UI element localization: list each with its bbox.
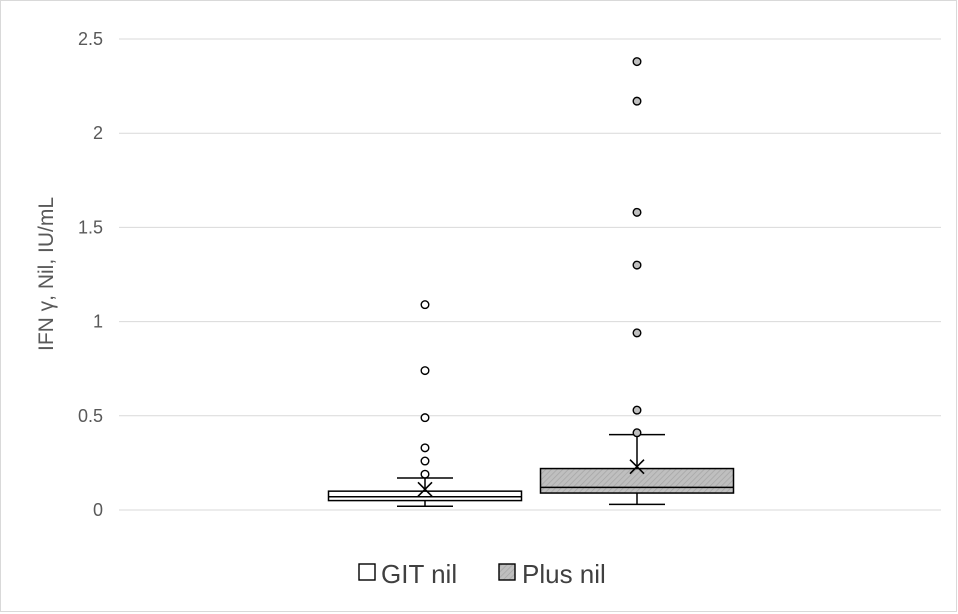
outlier-point: [632, 428, 642, 438]
outlier-point: [420, 366, 430, 376]
y-tick-label: 0: [93, 500, 103, 520]
y-axis-ticks: 0 0.5 1 1.5 2 2.5: [78, 29, 103, 520]
legend-label: GIT nil: [381, 559, 457, 589]
y-tick-label: 2.5: [78, 29, 103, 49]
legend-swatch: [358, 563, 376, 581]
y-tick-label: 0.5: [78, 406, 103, 426]
box-iqr: [327, 490, 523, 502]
mean-marker: [417, 481, 433, 497]
y-tick-label: 1.5: [78, 217, 103, 237]
outlier-point: [632, 328, 642, 338]
legend-label: Plus nil: [522, 559, 606, 589]
outlier-point: [632, 405, 642, 415]
outlier-point: [420, 469, 430, 479]
legend: GIT nil Plus nil: [358, 559, 606, 589]
legend-item: GIT nil: [358, 559, 457, 589]
y-tick-label: 2: [93, 123, 103, 143]
outlier-point: [632, 207, 642, 217]
box-plus-nil: [539, 57, 735, 506]
legend-item: Plus nil: [498, 559, 606, 589]
y-axis-title: IFN γ, Nil, IU/mL: [35, 197, 58, 351]
outlier-point: [420, 300, 430, 310]
outlier-point: [420, 413, 430, 423]
outlier-point: [632, 57, 642, 67]
box-iqr: [539, 467, 735, 494]
gridlines: [119, 38, 941, 511]
outlier-point: [632, 260, 642, 270]
legend-swatch: [498, 563, 516, 581]
outlier-point: [632, 96, 642, 106]
outlier-point: [420, 443, 430, 453]
boxes: [327, 57, 735, 507]
y-tick-label: 1: [93, 312, 103, 332]
box-git-nil: [327, 300, 523, 507]
mean-marker: [629, 459, 645, 475]
outlier-point: [420, 456, 430, 466]
